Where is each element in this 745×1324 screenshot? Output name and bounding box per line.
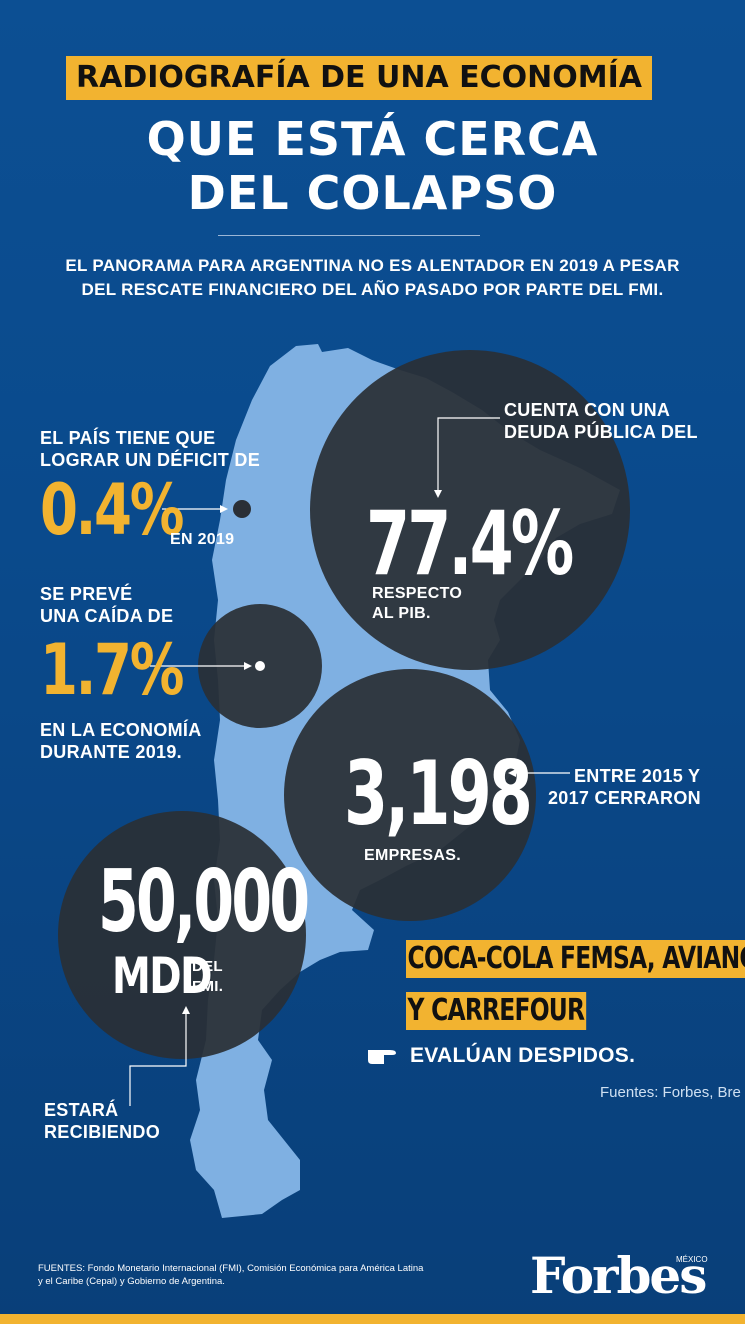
leader-deuda	[437, 417, 500, 492]
circle-rescate	[58, 811, 306, 1059]
pointing-hand-icon	[366, 1044, 402, 1071]
companies-note: EVALÚAN DESPIDOS.	[410, 1044, 636, 1067]
deficit-label-line2: LOGRAR UN DÉFICIT DE	[40, 450, 260, 470]
dot-caida	[255, 661, 265, 671]
deuda-value: 77.4%	[366, 492, 574, 595]
title-line1: RADIOGRAFÍA DE UNA ECONOMÍA	[76, 60, 642, 95]
caida-label-line1: SE PREVÉ	[40, 584, 133, 604]
deuda-label-line1: CUENTA CON UNA	[504, 400, 671, 420]
empresas-value: 3,198	[344, 742, 533, 845]
caida-value: 1.7%	[40, 629, 184, 711]
companies-line1: COCA-COLA FEMSA, AVIANCA	[406, 940, 745, 978]
companies-line2: Y CARREFOUR	[406, 992, 586, 1030]
arrow-caida	[244, 662, 252, 670]
subtitle-line2: DEL RESCATE FINANCIERO DEL AÑO PASADO PO…	[81, 280, 664, 299]
forbes-logo: Forbes	[530, 1246, 707, 1305]
caida-suffix-line1: EN LA ECONOMÍA	[40, 720, 202, 740]
arrow-empresas	[508, 769, 516, 777]
arrow-deuda	[434, 490, 442, 498]
title-line2: QUE ESTÁ CERCA	[146, 112, 599, 166]
sources-cutoff: Fuentes: Forbes, Bre	[600, 1084, 741, 1101]
forbes-region: MÉXICO	[676, 1255, 708, 1264]
rescate-unit: MDD	[112, 947, 212, 1005]
rescate-suffix-line2: FMI.	[192, 978, 224, 995]
footer-sources-line2: y el Caribe (Cepal) y Gobierno de Argent…	[38, 1276, 225, 1287]
deuda-label-line2: DEUDA PÚBLICA DEL	[504, 422, 698, 442]
subtitle-line1: EL PANORAMA PARA ARGENTINA NO ES ALENTAD…	[65, 256, 680, 275]
bottom-accent-bar	[0, 1314, 745, 1324]
circle-deuda	[310, 350, 630, 670]
empresas-label-line1: ENTRE 2015 Y	[574, 766, 701, 786]
rescate-suffix-line1: DEL	[192, 958, 223, 975]
deficit-value: 0.4%	[40, 469, 184, 551]
deuda-suffix-line2: AL PIB.	[372, 605, 431, 622]
rescate-value: 50,000	[98, 852, 310, 952]
caida-label-line2: UNA CAÍDA DE	[40, 606, 174, 626]
empresas-label-line2: 2017 CERRARON	[548, 788, 701, 808]
arrow-rescate	[182, 1006, 190, 1014]
footer-sources-line1: FUENTES: Fondo Monetario Internacional (…	[38, 1263, 424, 1274]
leader-rescate	[129, 1012, 187, 1106]
dot-deficit	[233, 500, 251, 518]
empresas-suffix: EMPRESAS.	[364, 847, 461, 864]
rescate-label-line1: ESTARÁ	[44, 1100, 119, 1120]
title-line3: DEL COLAPSO	[187, 166, 558, 220]
circle-empresas	[284, 669, 536, 921]
deficit-label-line1: EL PAÍS TIENE QUE	[40, 428, 216, 448]
rescate-label-line2: RECIBIENDO	[44, 1122, 161, 1142]
caida-suffix-line2: DURANTE 2019.	[40, 742, 182, 762]
title-divider	[218, 235, 480, 236]
deuda-suffix-line1: RESPECTO	[372, 585, 463, 602]
deficit-suffix: EN 2019	[170, 531, 235, 548]
title-banner	[66, 56, 652, 100]
arrow-deficit	[220, 505, 228, 513]
